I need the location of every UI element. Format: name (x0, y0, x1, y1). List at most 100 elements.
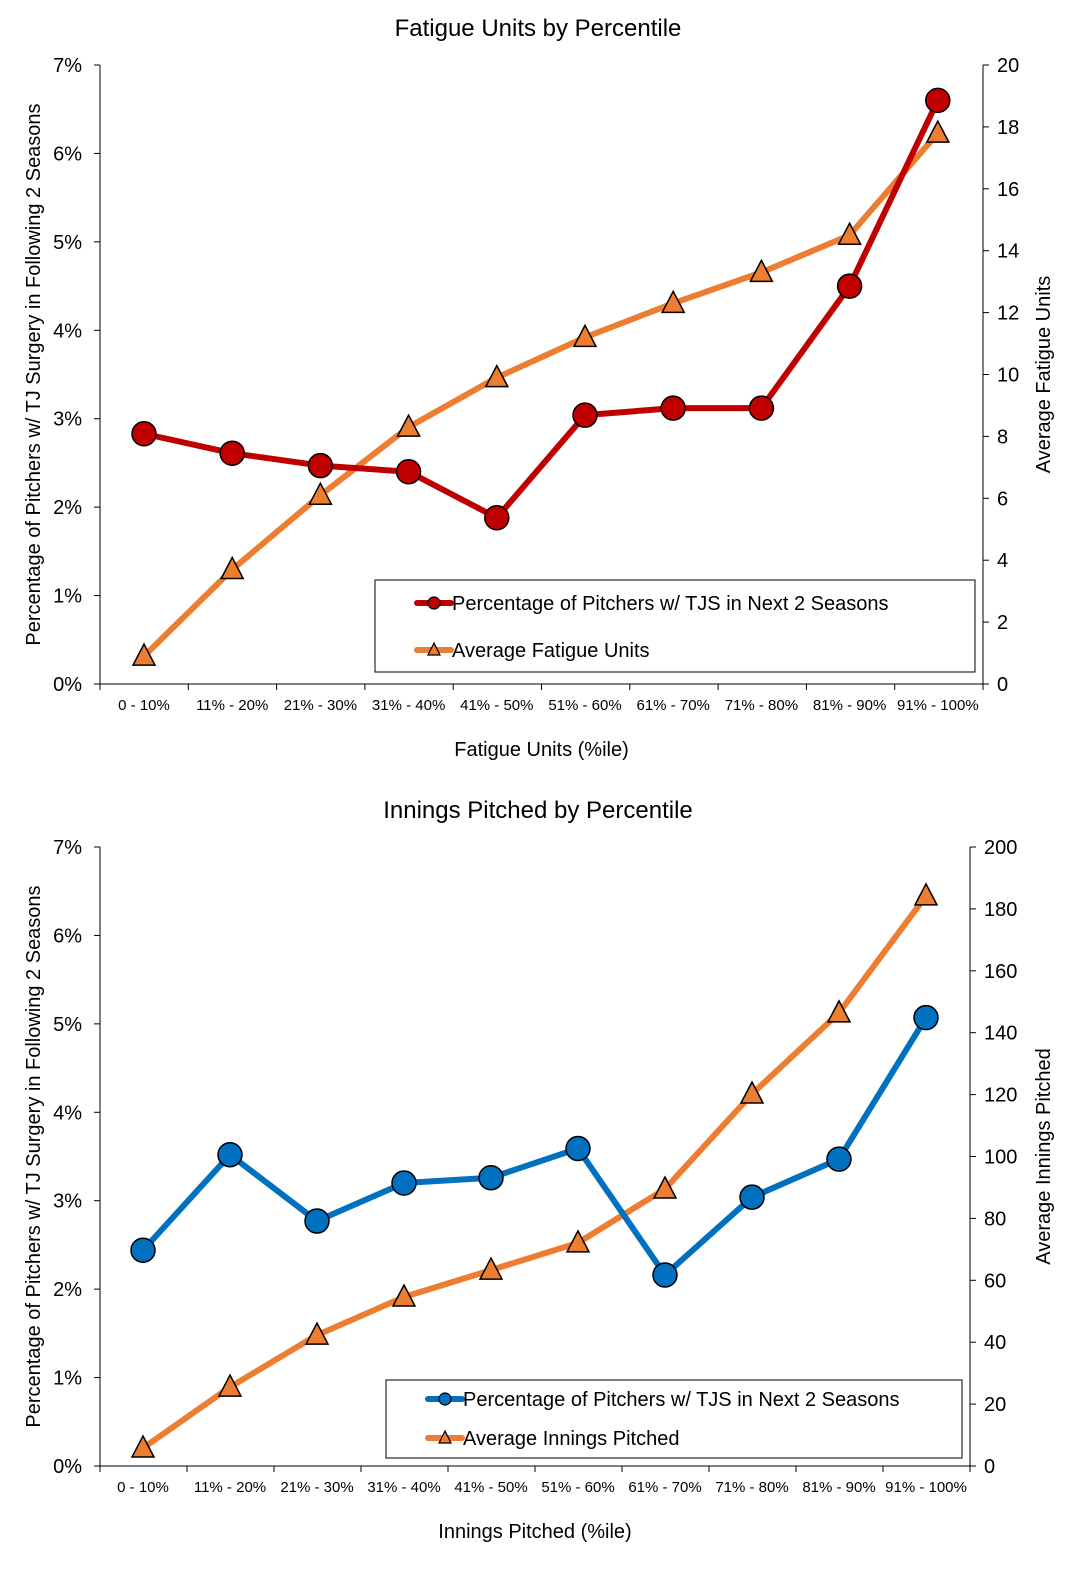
left-tick-label: 3% (53, 409, 82, 431)
right-tick-label: 2 (997, 612, 1008, 634)
x-tick-label: 91% - 100% (885, 1479, 967, 1496)
legend-box (385, 1379, 963, 1459)
data-point-circle (131, 420, 157, 447)
data-point-circle (565, 1135, 591, 1162)
right-tick-label: 100 (984, 1147, 1017, 1169)
series-line-triangle (141, 131, 941, 659)
left-tick-label: 6% (53, 143, 82, 165)
data-point-triangle (131, 642, 157, 666)
right-tick-label: 60 (984, 1270, 1006, 1292)
right-axis-label: Average Fatigue Units (1033, 276, 1055, 474)
left-tick-label: 2% (53, 1279, 82, 1301)
data-point-triangle (925, 119, 951, 143)
data-point-triangle (130, 1434, 156, 1458)
x-tick-label: 81% - 90% (813, 697, 886, 714)
x-axis-label: Fatigue Units (%ile) (454, 739, 629, 761)
chart-title: Innings Pitched by Percentile (383, 797, 693, 824)
left-tick-label: 0% (53, 1456, 82, 1478)
right-axis-label: Average Innings Pitched (1033, 1048, 1055, 1264)
right-tick-label: 140 (984, 1023, 1017, 1045)
left-tick-label: 1% (53, 1368, 82, 1390)
data-point-circle (826, 1146, 852, 1172)
legend-marker-triangle (438, 1429, 452, 1444)
x-tick-label: 71% - 80% (725, 697, 798, 714)
x-tick-label: 11% - 20% (196, 697, 268, 714)
legend-label: Percentage of Pitchers w/ TJS in Next 2 … (452, 593, 889, 615)
data-point-triangle (749, 258, 774, 283)
data-point-triangle (217, 1373, 243, 1397)
x-axis-label: Innings Pitched (%ile) (438, 1521, 631, 1543)
data-point-triangle (219, 555, 245, 580)
data-point-circle (484, 505, 510, 531)
series-line-triangle (141, 894, 929, 1451)
data-point-triangle (396, 413, 421, 437)
x-tick-label: 41% - 50% (454, 1479, 527, 1496)
left-tick-label: 5% (53, 232, 82, 254)
left-tick-label: 4% (53, 1102, 82, 1124)
data-point-circle (913, 1004, 939, 1031)
data-point-triangle (572, 323, 598, 348)
data-point-triangle (837, 221, 862, 245)
left-tick-label: 4% (53, 320, 82, 342)
data-point-triangle (565, 1229, 591, 1253)
right-tick-label: 14 (997, 241, 1019, 263)
x-tick-label: 51% - 60% (541, 1479, 614, 1496)
x-tick-label: 81% - 90% (802, 1479, 875, 1496)
right-tick-label: 16 (997, 179, 1019, 201)
left-tick-label: 1% (53, 586, 82, 608)
right-tick-label: 160 (984, 961, 1017, 983)
right-tick-label: 4 (997, 550, 1008, 572)
x-tick-label: 0 - 10% (118, 697, 170, 714)
data-point-triangle (739, 1080, 765, 1104)
right-tick-label: 20 (984, 1394, 1006, 1416)
series-line-circle (143, 99, 941, 521)
chart-2: Innings Pitched by Percentile 0% 1% 2% 3% 4% 5… (23, 797, 1055, 1543)
x-tick-label: 91% - 100% (897, 697, 979, 714)
chart-title: Fatigue Units by Percentile (395, 15, 682, 42)
x-tick-label: 51% - 60% (548, 697, 621, 714)
series-line-circle (140, 1016, 929, 1278)
legend-label: Percentage of Pitchers w/ TJS in Next 2 … (463, 1389, 900, 1411)
data-point-circle (130, 1237, 156, 1263)
data-point-triangle (484, 363, 510, 388)
data-point-triangle (391, 1283, 417, 1307)
data-point-triangle (308, 481, 333, 505)
data-point-circle (391, 1170, 417, 1196)
right-tick-label: 10 (997, 365, 1019, 387)
right-tick-label: 180 (984, 899, 1017, 921)
data-point-circle (739, 1184, 765, 1210)
right-tick-label: 12 (997, 303, 1019, 325)
left-tick-label: 0% (53, 674, 82, 696)
x-tick-label: 31% - 40% (367, 1479, 440, 1496)
left-axis-label: Percentage of Pitchers w/ TJ Surgery in … (23, 103, 45, 645)
data-point-circle (748, 395, 775, 421)
x-tick-label: 61% - 70% (637, 697, 710, 714)
right-tick-label: 8 (997, 426, 1008, 448)
x-tick-label: 11% - 20% (194, 1479, 266, 1496)
left-tick-label: 7% (53, 55, 82, 77)
legend-label: Average Innings Pitched (463, 1428, 679, 1450)
left-tick-label: 5% (53, 1014, 82, 1036)
right-tick-label: 0 (997, 674, 1008, 696)
x-tick-label: 31% - 40% (372, 697, 445, 714)
right-tick-label: 20 (997, 55, 1019, 77)
data-point-circle (307, 452, 334, 479)
data-point-triangle (478, 1256, 504, 1280)
data-point-circle (836, 273, 863, 299)
legend: Percentage of Pitchers w/ TJS in Next 2 … (374, 579, 976, 673)
left-tick-label: 2% (53, 497, 82, 519)
data-point-circle (219, 440, 245, 466)
left-axis-label: Percentage of Pitchers w/ TJ Surgery in … (23, 885, 45, 1427)
legend-marker-circle (427, 596, 441, 610)
right-tick-label: 40 (984, 1332, 1006, 1354)
x-tick-label: 0 - 10% (117, 1479, 169, 1496)
legend-label: Average Fatigue Units (452, 640, 650, 662)
data-point-circle (572, 402, 598, 428)
legend-box (374, 579, 976, 673)
left-tick-label: 6% (53, 925, 82, 947)
data-point-triangle (913, 882, 939, 906)
data-point-circle (660, 395, 686, 421)
right-tick-label: 18 (997, 117, 1019, 139)
data-point-circle (652, 1262, 678, 1288)
